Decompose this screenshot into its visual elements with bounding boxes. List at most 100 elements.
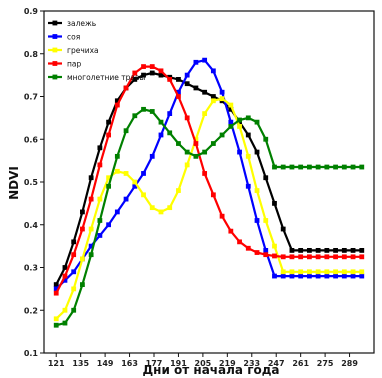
data-point <box>149 153 155 159</box>
data-point <box>237 117 242 123</box>
data-point <box>289 269 295 275</box>
data-point <box>176 188 181 193</box>
data-point <box>254 149 260 155</box>
data-point <box>333 248 338 253</box>
data-point <box>315 164 321 170</box>
data-point <box>341 269 347 275</box>
data-point <box>62 265 68 270</box>
series-гречиха <box>53 96 365 322</box>
data-point <box>184 162 190 168</box>
legend-swatch-marker <box>52 20 58 26</box>
data-point <box>123 128 129 134</box>
data-point <box>210 94 216 99</box>
legend-label: многолетние травы <box>67 73 145 82</box>
data-point <box>228 228 234 234</box>
x-tick-label: 261 <box>292 359 309 368</box>
y-tick-label: 0.4 <box>24 221 39 230</box>
data-point <box>202 149 208 155</box>
data-point <box>114 98 120 104</box>
data-point <box>80 209 85 215</box>
data-point <box>176 77 181 82</box>
data-point <box>80 282 85 287</box>
data-point <box>149 205 155 211</box>
data-point <box>88 196 94 202</box>
data-point <box>210 98 216 104</box>
data-point <box>53 286 59 292</box>
data-point <box>289 273 295 279</box>
data-point <box>210 141 216 146</box>
data-point <box>62 320 68 326</box>
y-tick-label: 0.1 <box>24 349 39 358</box>
legend: залежь соя гречиха пар многолетние травы <box>48 19 145 82</box>
data-point <box>228 124 234 129</box>
data-point <box>341 273 347 279</box>
y-axis-label: NDVI <box>7 166 21 200</box>
x-tick-label: 247 <box>268 359 285 368</box>
data-point <box>359 164 365 170</box>
data-point <box>106 132 112 138</box>
data-point <box>298 273 304 279</box>
series-пар <box>53 64 365 296</box>
legend-swatch-marker <box>52 74 58 80</box>
data-point <box>280 269 286 275</box>
data-point <box>53 316 59 322</box>
data-point <box>141 192 146 198</box>
data-point <box>333 254 338 260</box>
data-point <box>341 254 347 260</box>
data-point <box>210 68 216 74</box>
x-tick-label: 135 <box>72 359 89 368</box>
data-point <box>350 273 356 279</box>
data-point <box>245 245 251 251</box>
data-point <box>254 218 260 223</box>
data-point <box>280 164 286 170</box>
data-point <box>167 111 173 116</box>
data-point <box>333 273 338 279</box>
data-point <box>228 102 234 108</box>
data-point <box>123 85 129 91</box>
data-point <box>88 175 94 181</box>
data-point <box>280 254 286 260</box>
data-point <box>97 145 103 151</box>
data-point <box>350 248 356 253</box>
legend-label: залежь <box>67 19 96 28</box>
data-point <box>228 106 234 112</box>
data-point <box>219 132 225 138</box>
x-tick-label: 149 <box>97 359 114 368</box>
data-point <box>272 243 277 249</box>
data-point <box>88 226 94 232</box>
y-tick-label: 0.2 <box>24 306 38 315</box>
data-point <box>176 94 181 99</box>
data-point <box>88 252 94 258</box>
data-point <box>193 153 199 159</box>
x-tick-label: 205 <box>195 359 212 368</box>
legend-label: пар <box>67 60 81 69</box>
series-многолетние травы <box>53 106 365 328</box>
legend-item: многолетние травы <box>48 73 145 82</box>
y-tick-label: 0.5 <box>24 178 39 187</box>
x-tick-label: 191 <box>170 359 187 368</box>
data-point <box>149 109 155 114</box>
data-point <box>306 273 312 279</box>
legend-item: залежь <box>48 19 96 28</box>
data-point <box>263 252 269 258</box>
data-point <box>80 226 85 232</box>
data-point <box>141 72 146 78</box>
data-point <box>324 273 330 279</box>
data-point <box>158 72 164 78</box>
data-point <box>324 248 330 253</box>
data-point <box>123 171 129 176</box>
data-point <box>176 141 181 146</box>
data-point <box>280 226 286 232</box>
data-point <box>210 192 216 198</box>
data-point <box>167 130 173 136</box>
y-tick-label: 0.9 <box>24 7 39 16</box>
data-point <box>245 153 251 159</box>
legend-item: пар <box>48 60 81 69</box>
data-point <box>53 290 59 296</box>
data-point <box>167 205 173 211</box>
data-point <box>315 248 321 253</box>
data-point <box>324 269 330 275</box>
data-point <box>298 254 304 260</box>
data-point <box>359 269 365 275</box>
data-point <box>158 68 164 74</box>
